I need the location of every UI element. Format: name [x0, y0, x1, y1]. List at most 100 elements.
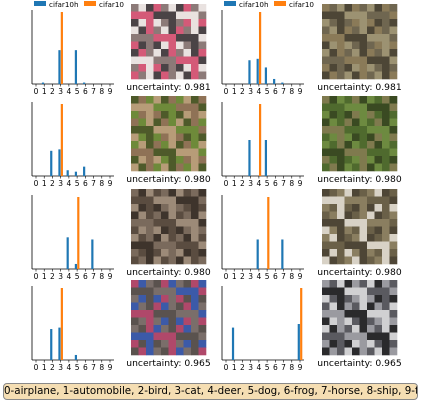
image-pixel	[329, 4, 338, 12]
image-pixel	[329, 295, 338, 303]
image-pixel	[138, 256, 147, 265]
image-pixel	[367, 49, 375, 57]
image-pixel	[168, 317, 177, 326]
x-tick-label: 4	[66, 179, 71, 188]
bar-cifar10h	[256, 239, 259, 269]
image-pixel	[191, 71, 199, 80]
image-pixel	[337, 226, 345, 235]
image-pixel	[389, 196, 398, 205]
image-pixel	[176, 347, 184, 356]
x-tick-label: 3	[58, 272, 63, 281]
image-pixel	[374, 4, 383, 12]
image-pixel	[337, 249, 345, 257]
image-pixel	[198, 196, 207, 205]
image-pixel	[329, 133, 338, 142]
image-pixel	[374, 347, 383, 356]
image-pixel	[337, 332, 345, 341]
image-pixel	[176, 103, 184, 112]
image-pixel	[389, 11, 398, 20]
image-pixel	[146, 4, 154, 12]
image-pixel	[146, 287, 154, 296]
image-pixel	[146, 26, 154, 35]
image-pixel	[374, 64, 383, 72]
image-pixel	[198, 219, 207, 227]
image-pixel	[359, 26, 368, 35]
image-pixel	[198, 103, 207, 112]
image-pixel	[161, 310, 169, 318]
x-tick-label: 5	[75, 363, 80, 372]
image-pixel	[359, 196, 368, 205]
image-pixel	[367, 26, 375, 35]
image-pixel	[183, 148, 192, 157]
image-pixel	[168, 64, 177, 72]
image-pixel	[352, 280, 360, 288]
x-tick-label: 9	[298, 179, 303, 188]
image-pixel	[168, 287, 177, 296]
image-pixel	[191, 26, 199, 35]
image-pixel	[322, 204, 330, 212]
image-pixel	[389, 295, 398, 303]
image-pixel	[161, 19, 169, 27]
image-pixel	[352, 317, 360, 326]
image-pixel	[138, 148, 147, 157]
image-pixel	[198, 71, 207, 80]
image-pixel	[322, 4, 330, 12]
x-tick-label: 3	[248, 363, 253, 372]
image-pixel	[161, 295, 169, 303]
image-pixel	[138, 189, 147, 197]
image-pixel	[153, 241, 162, 250]
image-pixel	[176, 204, 184, 212]
image-pixel	[367, 234, 375, 242]
image-pixel	[168, 163, 177, 172]
bar-cifar10	[300, 288, 303, 360]
image-pixel	[344, 280, 353, 288]
image-pixel	[176, 302, 184, 311]
bar-cifar10h	[297, 324, 300, 360]
image-pixel	[161, 287, 169, 296]
image-pixel	[329, 219, 338, 227]
image-pixel	[329, 19, 338, 27]
image-pixel	[344, 118, 353, 127]
image-pixel	[382, 34, 390, 42]
image-pixel	[344, 71, 353, 80]
image-pixel	[161, 332, 169, 341]
image-pixel	[352, 96, 360, 104]
image-pixel	[168, 302, 177, 311]
image-pixel	[168, 103, 177, 112]
image-pixel	[367, 111, 375, 119]
image-pixel	[176, 64, 184, 72]
image-pixel	[359, 280, 368, 288]
image-pixel	[146, 302, 154, 311]
image-pixel	[176, 156, 184, 164]
image-pixel	[382, 241, 390, 250]
image-pixel	[329, 204, 338, 212]
x-tick-label: 7	[91, 87, 96, 96]
panel-4: 0 1 2 3 4 5 6 7 8 9 uncertainty: 0.980	[221, 96, 402, 188]
image-pixel	[359, 34, 368, 42]
image-pixel	[138, 347, 147, 356]
image-pixel	[191, 332, 199, 341]
image-pixel	[146, 295, 154, 303]
image-pixel	[374, 26, 383, 35]
image-pixel	[198, 11, 207, 20]
image-pixel	[329, 317, 338, 326]
image-pixel	[352, 234, 360, 242]
bar-cifar10h	[74, 354, 78, 360]
image-pixel	[146, 256, 154, 265]
image-pixel	[389, 241, 398, 250]
image-pixel	[176, 118, 184, 127]
image-pixel	[389, 347, 398, 356]
image-pixel	[153, 56, 162, 65]
image-pixel	[183, 41, 192, 50]
image-pixel	[367, 103, 375, 112]
x-tick-label: 6	[83, 272, 88, 281]
image-pixel	[374, 148, 383, 157]
image-pixel	[146, 34, 154, 42]
image-pixel	[382, 234, 390, 242]
image-pixel	[198, 340, 207, 348]
x-tick-label: 9	[298, 363, 303, 372]
image-pixel	[198, 19, 207, 27]
image-pixel	[153, 26, 162, 35]
